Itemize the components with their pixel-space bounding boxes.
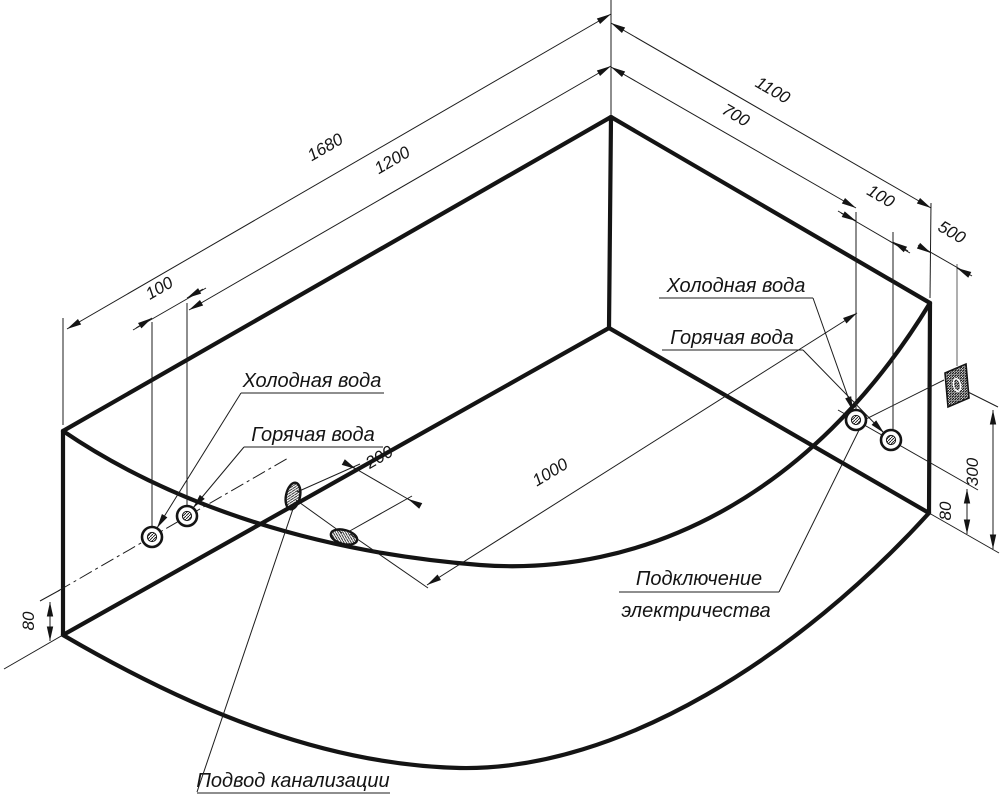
- ground-line-left: [3, 634, 64, 670]
- arrow-100-left-b: [186, 288, 204, 299]
- apron-bottom-curve: [60, 510, 932, 771]
- arrow-100-left-a: [135, 317, 153, 329]
- dimension-line-1680: [66, 13, 612, 330]
- right-vertical-edge: [926, 300, 933, 516]
- dimension-text-1200: 1200: [371, 142, 414, 178]
- dimension-line-1000: [426, 312, 858, 586]
- dimension-text-300: 300: [963, 457, 982, 486]
- extension-line-drain2-up: [347, 495, 413, 533]
- arrow-200-a: [341, 459, 357, 470]
- leader-hot-water-left: [192, 446, 245, 509]
- leader-cold-water-left: [156, 392, 242, 529]
- dimensions-middle: 1000 200 80 80 300: [3, 312, 1000, 670]
- label-electrical-line1: Подключение: [636, 568, 762, 590]
- dimension-text-1000: 1000: [529, 454, 572, 490]
- leader-sewage: [196, 502, 296, 793]
- arrow-500-b: [956, 267, 972, 278]
- label-cold-water-left: Холодная вода: [242, 370, 382, 392]
- hot-water-connection-right-icon: [879, 428, 903, 452]
- dimension-line-100-left: [132, 287, 207, 331]
- floor-edge-right-wall: [606, 325, 932, 516]
- rim-front-curve: [60, 300, 933, 569]
- label-hot-water-left: Горячая вода: [251, 424, 374, 446]
- dimension-line-700: [610, 66, 857, 209]
- extension-300-top: [967, 391, 999, 408]
- arrow-100-right-a: [840, 211, 857, 222]
- dimension-text-100-left: 100: [142, 273, 177, 304]
- bathtub-outline: [60, 114, 933, 771]
- callouts: Холодная вода Горячая вода Холодная вода…: [156, 275, 945, 794]
- dimension-text-80-right: 80: [936, 501, 955, 520]
- dimension-text-200: 200: [361, 442, 396, 473]
- extension-line-drain2-down: [349, 533, 429, 589]
- extension-line-right-corner: [929, 202, 932, 299]
- dimension-text-1680: 1680: [304, 129, 347, 165]
- leader-hot-water-right: [802, 349, 885, 434]
- fixtures: [140, 362, 970, 549]
- label-sewage: Подвод канализации: [196, 770, 389, 792]
- centerline-water-left: [57, 456, 291, 592]
- label-cold-water-right: Холодная вода: [666, 275, 806, 297]
- dimension-text-1100: 1100: [752, 73, 794, 108]
- arrow-200-b: [407, 498, 423, 509]
- cold-water-connection-left-icon: [140, 525, 164, 549]
- leader-cold-water-right: [812, 297, 854, 412]
- dimension-line-1200: [188, 65, 612, 311]
- arrow-500-a: [916, 242, 932, 254]
- dimension-line-200: [343, 461, 421, 507]
- electrical-socket-icon: [944, 362, 970, 409]
- label-hot-water-right: Горячая вода: [670, 327, 793, 349]
- extension-80-left-top: [39, 589, 61, 602]
- dimensions-right: 1100 700 100 500: [610, 22, 973, 429]
- corner-vertical-edge: [606, 114, 614, 331]
- dimension-text-80-left: 80: [19, 611, 38, 630]
- drain-outlet-2-icon: [329, 528, 359, 546]
- cold-water-connection-right-icon: [844, 408, 868, 432]
- arrow-100-right-b: [892, 241, 909, 253]
- dimension-text-500: 500: [935, 217, 970, 248]
- dimension-line-1100: [610, 22, 932, 209]
- drain-link-line: [295, 499, 343, 534]
- label-electrical-line2: электричества: [621, 600, 770, 622]
- dimension-text-700: 700: [719, 100, 754, 131]
- drain-outlet-1-icon: [284, 481, 302, 511]
- hot-water-connection-left-icon: [175, 504, 199, 528]
